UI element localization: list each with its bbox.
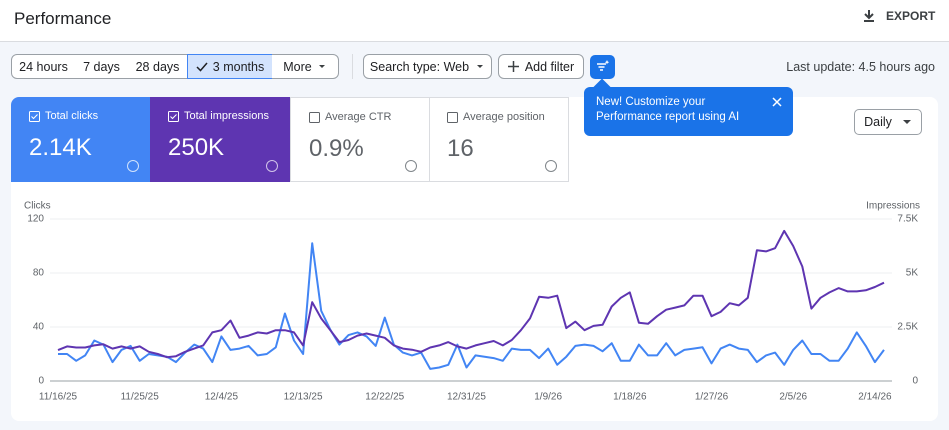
- last-update: Last update: 4.5 hours ago: [786, 60, 935, 74]
- chip-label: Add filter: [524, 59, 575, 74]
- y2-tick-label: 0: [912, 376, 918, 387]
- export-button[interactable]: EXPORT: [862, 9, 935, 23]
- top-bar: Performance EXPORT: [0, 0, 949, 42]
- caret-icon: [477, 64, 484, 68]
- range-label: 24 hours: [19, 59, 68, 74]
- metric-label: Average CTR: [325, 111, 392, 123]
- y2-tick-label: 2.5K: [897, 322, 918, 333]
- y-tick-label: 40: [33, 322, 45, 333]
- x-tick-label: 1/27/26: [695, 392, 729, 403]
- x-tick-label: 1/9/26: [534, 392, 562, 403]
- caret-icon: [902, 120, 911, 124]
- tooltip: New! Customize your Performance report u…: [584, 78, 793, 136]
- ai-filter-button[interactable]: [590, 55, 615, 79]
- export-label: EXPORT: [886, 9, 936, 23]
- x-tick-label: 2/5/26: [779, 392, 807, 403]
- y-axis-title: Clicks: [24, 201, 51, 212]
- x-tick-label: 11/25/25: [121, 392, 160, 403]
- range-7d[interactable]: 7 days: [75, 54, 129, 79]
- separator: [352, 54, 353, 79]
- x-tick-label: 1/18/26: [613, 392, 647, 403]
- filter-icon: [597, 60, 610, 71]
- dropdown-label: Daily: [864, 115, 892, 129]
- y-tick-label: 120: [27, 214, 44, 225]
- page-title: Performance: [14, 9, 112, 28]
- check-icon: [196, 62, 208, 72]
- y2-tick-label: 7.5K: [897, 214, 918, 225]
- x-tick-label: 11/16/25: [39, 392, 78, 403]
- range-28d[interactable]: 28 days: [128, 54, 188, 79]
- metric-card[interactable]: Average position 16: [429, 97, 569, 182]
- y-tick-label: 80: [33, 268, 45, 279]
- metric-value: 16: [447, 135, 474, 162]
- checkbox: [309, 111, 320, 123]
- search-type-chip[interactable]: Search type: Web: [363, 54, 492, 79]
- checkbox: [168, 110, 179, 122]
- metric-label: Total impressions: [184, 110, 269, 122]
- x-tick-label: 12/4/25: [205, 392, 239, 403]
- close-button[interactable]: [772, 97, 782, 107]
- series-line: [58, 242, 885, 370]
- range-label: 7 days: [83, 59, 120, 74]
- range-more[interactable]: More: [272, 54, 339, 79]
- plus-icon: [507, 61, 519, 72]
- y-tick-label: 0: [38, 376, 44, 387]
- x-tick-label: 12/31/25: [447, 392, 486, 403]
- y2-axis-title: Impressions: [866, 201, 920, 212]
- tooltip-text: New! Customize your Performance report u…: [596, 96, 740, 123]
- metric-value: 2.14K: [29, 134, 92, 161]
- metric-label: Total clicks: [45, 110, 99, 122]
- caret-icon: [318, 64, 325, 68]
- x-tick-label: 12/13/25: [284, 392, 323, 403]
- metric-value: 250K: [168, 134, 225, 161]
- metric-card[interactable]: Average CTR 0.9%: [290, 97, 430, 182]
- checkbox: [447, 111, 458, 123]
- metric-value: 0.9%: [309, 135, 364, 162]
- series-line: [57, 229, 885, 359]
- add-filter-chip[interactable]: Add filter: [498, 54, 584, 79]
- range-label: 28 days: [135, 59, 180, 74]
- download-icon: [864, 10, 874, 22]
- range-24h[interactable]: 24 hours: [11, 54, 76, 79]
- x-tick-label: 12/22/25: [365, 392, 404, 403]
- checkbox: [29, 110, 40, 122]
- range-label: More: [283, 59, 312, 74]
- y2-tick-label: 5K: [906, 268, 919, 279]
- chip-label: Search type: Web: [369, 59, 470, 74]
- x-tick-label: 2/14/26: [858, 392, 892, 403]
- metric-label: Average position: [463, 111, 545, 123]
- granularity-dropdown[interactable]: Daily: [854, 109, 922, 135]
- range-label: 3 months: [212, 59, 265, 74]
